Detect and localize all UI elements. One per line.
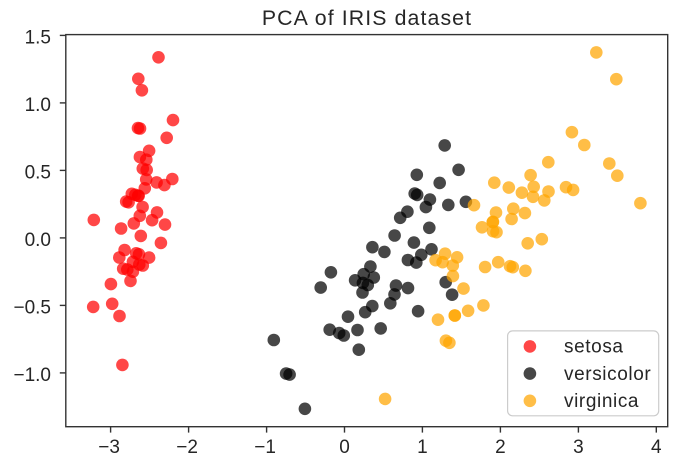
- svg-text:−3: −3: [98, 437, 120, 458]
- svg-text:PCA of IRIS dataset: PCA of IRIS dataset: [262, 6, 472, 30]
- svg-text:setosa: setosa: [564, 337, 624, 358]
- svg-text:−2: −2: [176, 437, 198, 458]
- svg-text:0.0: 0.0: [25, 230, 51, 251]
- svg-text:2: 2: [495, 437, 506, 458]
- svg-text:3: 3: [573, 437, 584, 458]
- svg-text:−0.5: −0.5: [13, 297, 51, 318]
- svg-text:1.0: 1.0: [25, 95, 51, 116]
- svg-text:0: 0: [339, 437, 350, 458]
- svg-text:1.5: 1.5: [25, 27, 51, 48]
- svg-text:virginica: virginica: [564, 391, 639, 412]
- svg-text:0.5: 0.5: [25, 162, 51, 183]
- svg-text:1: 1: [417, 437, 428, 458]
- svg-text:4: 4: [651, 437, 662, 458]
- svg-text:versicolor: versicolor: [564, 364, 651, 385]
- svg-text:−1.0: −1.0: [13, 365, 51, 386]
- svg-text:−1: −1: [254, 437, 276, 458]
